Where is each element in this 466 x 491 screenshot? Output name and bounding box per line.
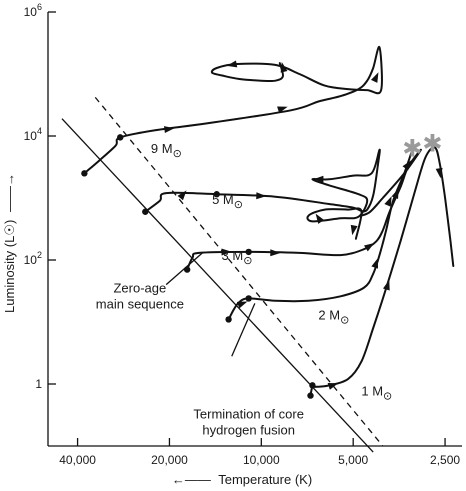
track-4: 1 M⊙ [307,146,455,403]
track-3-direction-arrow-icon-2 [391,188,399,200]
core-hydrogen-termination-line [94,96,384,447]
x-tick-label-4: 2,500 [430,453,460,467]
track-0-direction-arrow-icon-0 [163,126,175,134]
y-tick-label-2: 104 [24,126,42,143]
supergiant-star-icon-0: ✱ [402,135,422,163]
x-axis-label: Temperature (K) [218,472,312,487]
track-3-zams-point [225,316,232,323]
track-3-mass-label: 2 M⊙ [318,307,349,326]
track-4-direction-arrow-icon-2 [435,167,443,179]
x-tick-label-3: 5,000 [338,453,368,467]
main-sequence-lines [61,96,384,453]
track-3: 2 M⊙ [225,148,414,326]
track-4-zams-point [307,392,314,399]
track-1-direction-arrow-icon-2 [313,175,324,183]
track-4-direction-arrow-icon-1 [382,279,390,291]
track-4-direction-arrow-icon-0 [327,383,339,390]
track-1-direction-arrow-icon-1 [256,192,267,200]
axis-ticks: 1 102 104 106 40,000 20,000 10,000 5,000 2,500 [24,2,461,467]
track-0: 9 M⊙ [81,45,383,177]
annotation-0: Zero-age main sequence [96,280,184,311]
track-0-zams-point [81,170,88,177]
supergiant-star-icon-1: ✱ [422,130,442,158]
track-4-line [309,146,455,397]
track-0-direction-arrow-icon-1 [277,106,288,114]
axes-frame [47,12,462,447]
track-2-direction-arrow-icon-1 [270,249,281,257]
track-2-direction-arrow-icon-2 [364,242,375,252]
y-axis-title-group: Luminosity (L☉) ——→ [2,173,17,313]
x-axis-title: ←—— Temperature (K) [172,472,312,487]
annotation-0-leader-line [165,252,203,286]
track-2-zams-point [183,266,191,273]
track-1-direction-arrow-icon-0 [177,190,187,201]
track-2-direction-arrow-icon-0 [221,248,232,256]
track-0-mass-label: 9 M⊙ [151,141,182,160]
x-tick-label-1: 20,000 [151,453,188,467]
track-3-tams-point [245,295,252,302]
y-axis-title: Luminosity (L☉) ——→ [2,173,17,313]
track-1-line [144,148,381,240]
track-3-line [227,148,414,321]
x-axis-arrow-icon: ←—— [172,472,211,487]
x-tick-label-0: 40,000 [59,453,96,467]
track-0-direction-arrow-icon-3 [280,62,288,73]
x-tick-label-2: 10,000 [243,453,280,467]
y-tick-label-3: 106 [24,2,42,19]
track-0-line [83,45,383,175]
track-0-direction-arrow-icon-2 [370,72,379,83]
track-3-direction-arrow-icon-0 [236,301,248,309]
evolution-tracks: 9 M⊙ 5 M⊙ 3 M⊙ 2 M⊙ 1 M⊙ [81,45,455,403]
track-1: 5 M⊙ [142,148,381,240]
y-axis-label: Luminosity (L☉) [2,220,17,313]
track-1-direction-arrow-icon-4 [350,224,358,236]
y-axis-arrow-icon: ——→ [2,173,17,212]
track-1-direction-arrow-icon-3 [315,213,325,224]
track-1-mass-label: 5 M⊙ [212,192,243,211]
track-1-zams-point [142,208,149,215]
track-4-tams-point [309,382,316,389]
track-2-line [186,148,422,271]
track-3-direction-arrow-icon-1 [371,258,379,269]
track-2-tams-point [245,248,252,256]
annotation-1-leader-line [231,303,256,357]
track-0-tams-point [116,134,124,141]
track-4-mass-label: 1 M⊙ [361,384,392,403]
track-2-direction-arrow-icon-4 [384,196,392,207]
y-tick-label-1: 102 [24,250,42,267]
track-0-direction-arrow-icon-4 [226,60,238,68]
track-1-tams-point [213,191,220,198]
track-2-mass-label: 3 M⊙ [222,248,253,267]
y-tick-label-0: 1 [35,377,42,391]
annotations-layer: ✱ ✱ Zero-age main sequence Termination of co… [96,130,443,438]
annotation-1: Termination of core hydrogen fusion [193,406,304,437]
track-2: 3 M⊙ [183,148,422,273]
zero-age-main-sequence-line [61,118,374,453]
